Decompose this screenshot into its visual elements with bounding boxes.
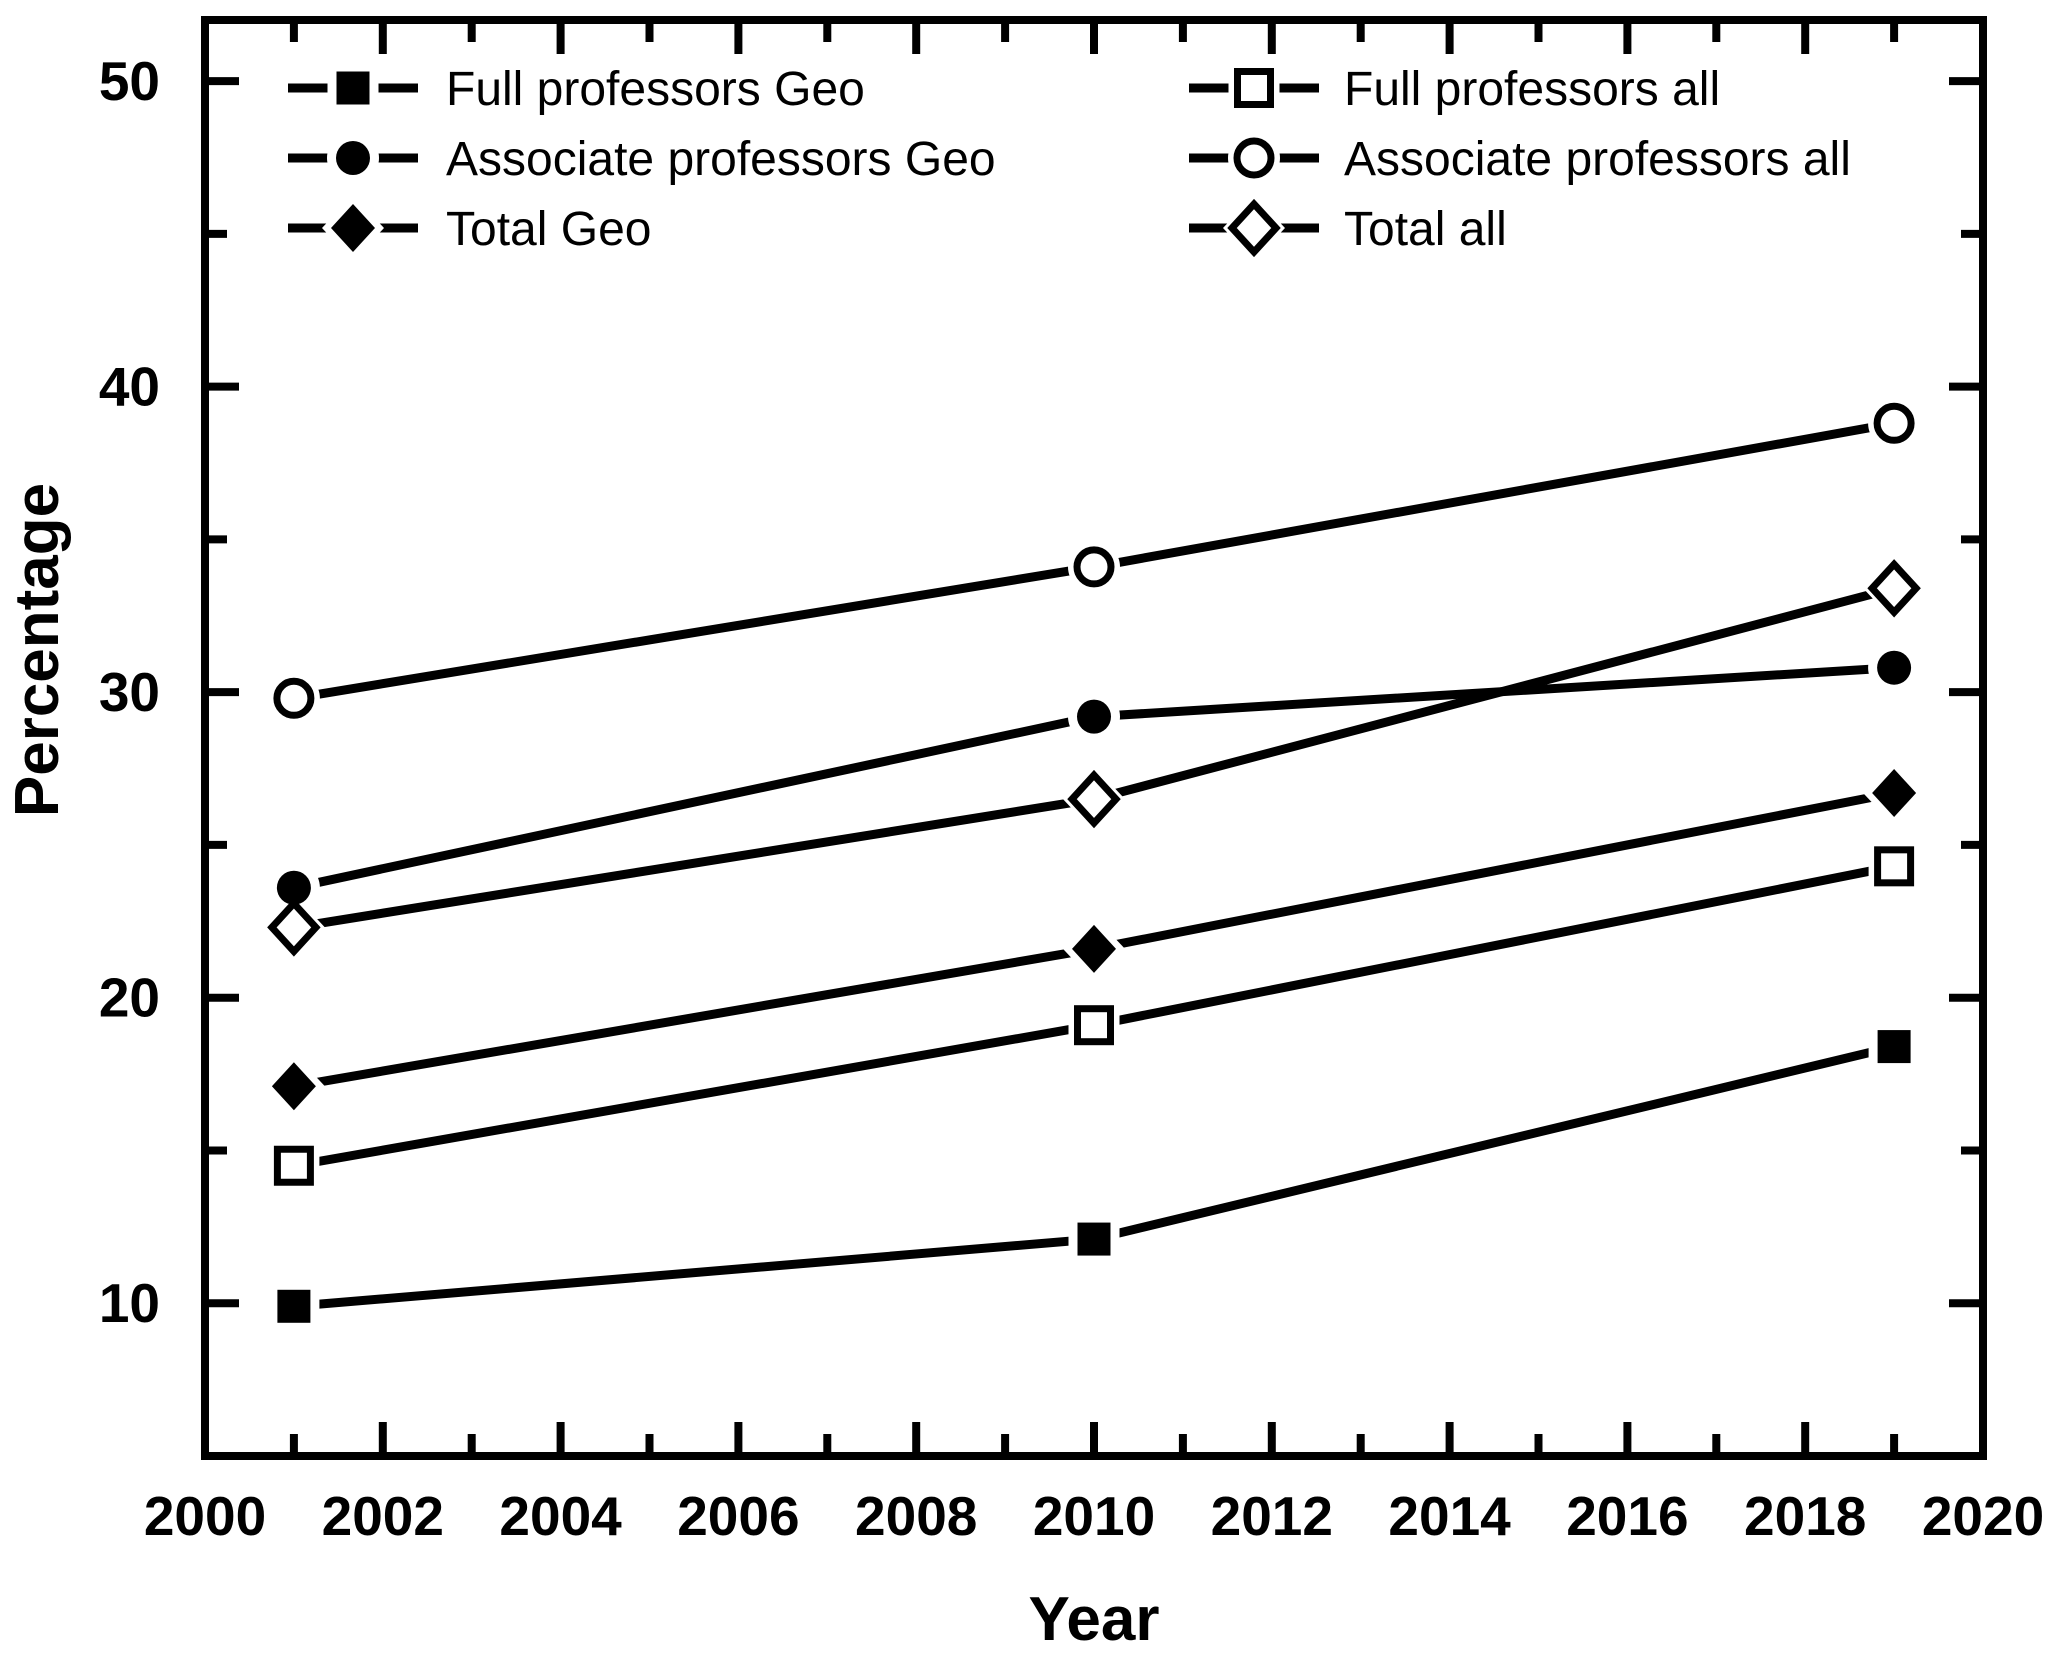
legend-item: Total all: [1189, 195, 1507, 261]
x-tick-label: 2006: [677, 1485, 799, 1547]
legend-label: Associate professors all: [1344, 133, 1851, 186]
filled-diamond-marker: [1072, 924, 1116, 973]
legend-item: Associate professors all: [1189, 132, 1851, 186]
filled-square-marker: [336, 71, 370, 105]
x-tick-label: 2008: [855, 1485, 977, 1547]
filled-square-marker: [1877, 1030, 1911, 1064]
filled-circle-key-icon: [288, 132, 418, 184]
legend-item: Full professors all: [1189, 62, 1720, 116]
filled-square-key-icon: [288, 62, 418, 114]
y-tick-label: 10: [99, 1272, 160, 1334]
x-tick-label: 2000: [144, 1485, 266, 1547]
x-tick-label: 2012: [1211, 1485, 1333, 1547]
filled-diamond-key-icon: [288, 195, 418, 261]
filled-circle-marker: [1077, 699, 1111, 734]
plot-area: 2000 2002 2004 2006 2008 2010 2012 2014 2016 2018…: [99, 16, 2044, 1547]
y-tick-label: 40: [99, 356, 160, 418]
open-circle-key-icon: [1189, 132, 1319, 184]
open-circle-marker: [1073, 546, 1115, 588]
legend-label: Full professors all: [1344, 63, 1720, 116]
x-tick-label: 2002: [322, 1485, 444, 1547]
filled-diamond-marker: [1872, 768, 1917, 817]
open-diamond-key-icon: [1189, 195, 1319, 261]
open-square-marker: [273, 1145, 314, 1186]
open-circle-marker: [1873, 402, 1915, 444]
legend-label: Total all: [1344, 203, 1507, 256]
legend-label: Total Geo: [446, 203, 651, 256]
x-tick-label: 2010: [1033, 1485, 1155, 1547]
y-tick-label: 50: [99, 50, 160, 112]
open-square-marker: [1874, 846, 1915, 887]
filled-circle-marker: [1877, 650, 1912, 685]
legend-label: Associate professors Geo: [446, 133, 996, 186]
open-circle-marker: [1233, 137, 1275, 179]
filled-square-marker: [1077, 1222, 1111, 1256]
filled-diamond-marker: [331, 204, 375, 252]
x-tick-label: 2014: [1388, 1485, 1511, 1547]
filled-diamond-marker: [271, 1062, 316, 1111]
legend: Full professors Geo Associate professors…: [288, 62, 1851, 261]
legend-item: Full professors Geo: [288, 62, 865, 116]
x-tick-label: 2020: [1922, 1485, 2044, 1547]
x-tick-label: 2004: [499, 1485, 622, 1547]
x-tick-label: 2018: [1744, 1485, 1866, 1547]
filled-square-marker: [277, 1289, 311, 1323]
y-tick-label: 30: [99, 661, 160, 723]
y-axis-title: Percentage: [3, 483, 72, 817]
filled-circle-marker: [336, 141, 370, 175]
open-diamond-marker: [267, 898, 321, 957]
legend-item: Associate professors Geo: [288, 132, 996, 186]
open-diamond-marker: [1067, 769, 1121, 829]
open-square-marker: [1074, 1005, 1114, 1046]
plot-border: [201, 16, 1987, 1460]
open-diamond-marker: [1227, 198, 1281, 258]
legend-label: Full professors Geo: [446, 63, 865, 116]
filled-circle-marker: [276, 870, 311, 905]
open-square-marker: [1234, 68, 1274, 108]
y-tick-label: 20: [99, 967, 160, 1029]
legend-item: Total Geo: [288, 195, 651, 261]
open-circle-marker: [273, 677, 315, 719]
x-axis-title: Year: [1028, 1585, 1159, 1654]
x-tick-label: 2016: [1566, 1485, 1688, 1547]
open-diamond-marker: [1867, 559, 1921, 618]
open-square-key-icon: [1189, 62, 1319, 114]
